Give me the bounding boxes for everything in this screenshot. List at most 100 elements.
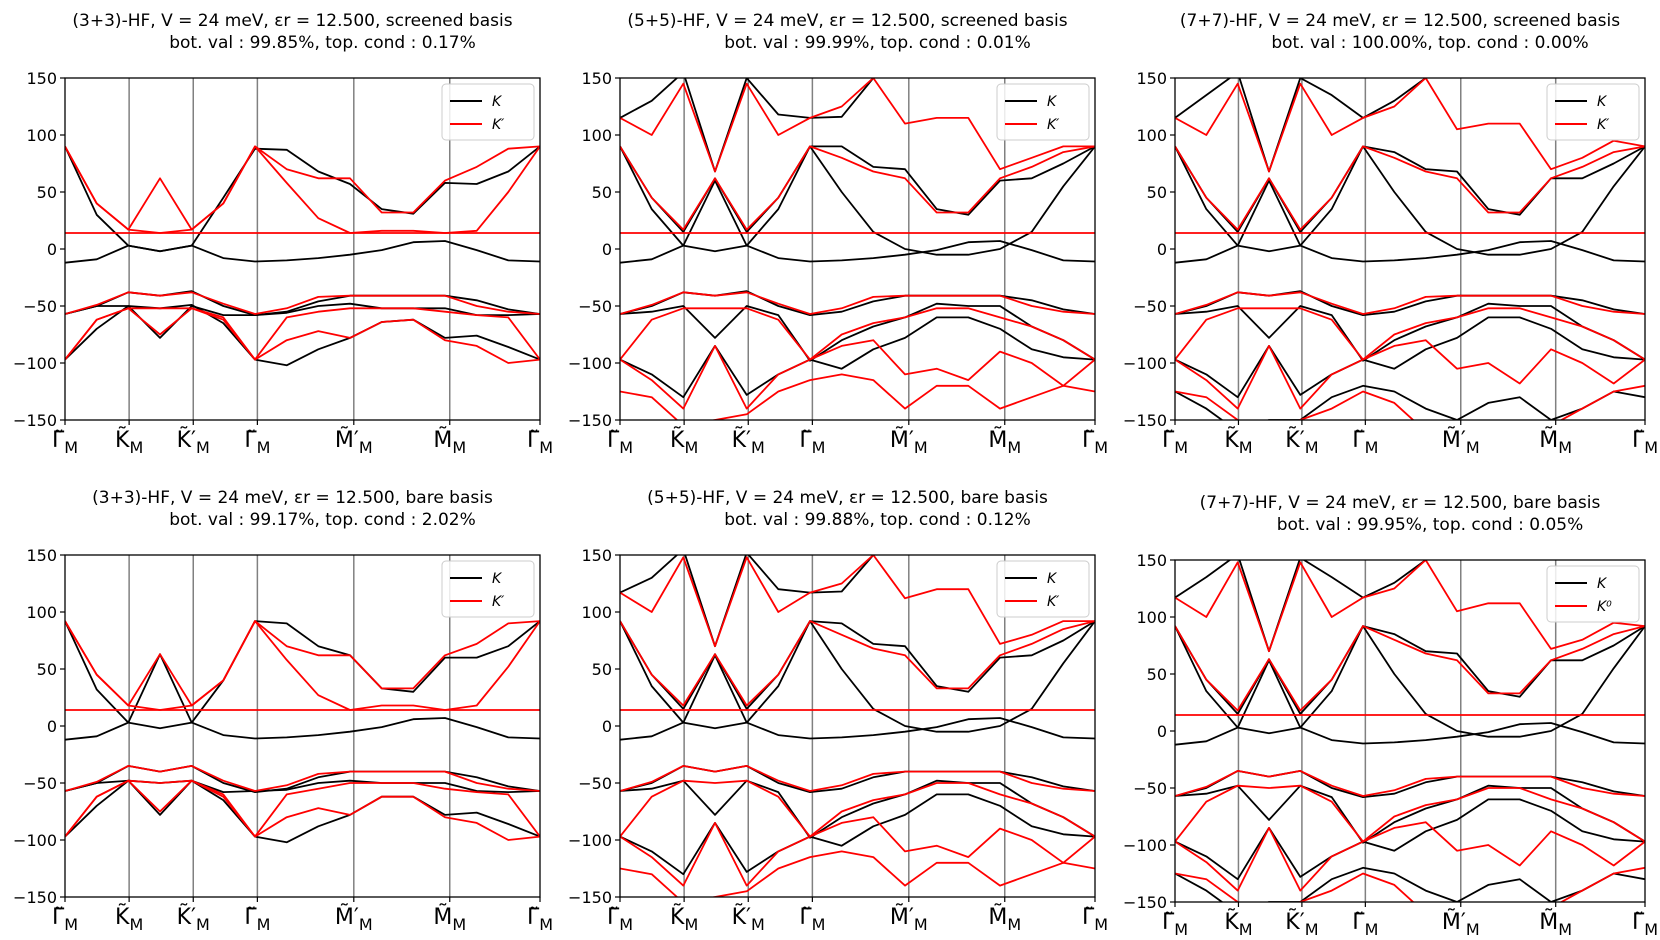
legend: K K′ — [441, 560, 535, 618]
y-tick-label: 50 — [37, 183, 57, 202]
band-K-5 — [1175, 784, 1645, 844]
y-tick-label: 100 — [1136, 608, 1167, 627]
legend-label: K′ — [492, 117, 505, 133]
panel-2: (5+5)-HF, V = 24 meV, εr = 12.500, scree… — [568, 11, 1108, 457]
x-tick-label: K̃M — [1224, 427, 1252, 457]
band-Kp-10 — [1175, 78, 1645, 173]
x-tick-label: Γ̃M — [799, 905, 825, 934]
y-tick-label: −100 — [568, 354, 612, 373]
panel-4: (3+3)-HF, V = 24 meV, εr = 12.500, bare … — [13, 488, 553, 934]
y-tick-label: 100 — [581, 603, 612, 622]
y-tick-label: −100 — [13, 354, 57, 373]
y-tick-label: 100 — [581, 126, 612, 145]
y-tick-label: −50 — [1133, 297, 1167, 316]
x-tick-label: Γ̃M — [1352, 910, 1378, 939]
x-tick-label: Γ̃M — [799, 428, 825, 457]
x-tick-label: K̃′M — [732, 904, 765, 934]
panel-6: (7+7)-HF, V = 24 meV, εr = 12.500, bare … — [1123, 493, 1658, 939]
x-tick-label: K̃M — [1224, 909, 1252, 939]
x-tick-label: Γ̃M — [52, 905, 78, 934]
y-tick-label: 50 — [592, 660, 612, 679]
y-tick-label: 50 — [37, 660, 57, 679]
x-tick-label: Γ̃M — [607, 428, 633, 457]
x-tick-label: M̃′M — [1442, 427, 1480, 457]
band-K-5 — [620, 302, 1095, 362]
panel-subtitle: bot. val : 99.17%, top. cond : 2.02% — [169, 510, 476, 530]
legend-label: K′ — [1047, 594, 1060, 610]
band-Kp-13 — [1175, 339, 1645, 410]
band-Kp-13 — [620, 816, 1095, 887]
y-tick-label: 150 — [26, 546, 57, 565]
x-tick-label: M̃M — [1539, 909, 1572, 939]
x-tick-label: Γ̃M — [527, 428, 553, 457]
band-K-0 — [1175, 560, 1429, 653]
y-tick-label: −50 — [578, 774, 612, 793]
legend: K K′ — [1546, 83, 1640, 141]
x-tick-label: K̃′M — [177, 427, 210, 457]
x-tick-label: M̃′M — [335, 427, 373, 457]
band-Kp-9 — [65, 779, 540, 838]
band-K-5 — [620, 779, 1095, 839]
panel-subtitle: bot. val : 99.85%, top. cond : 0.17% — [169, 33, 476, 53]
band-Kp-8 — [65, 291, 540, 315]
band-Kp-11 — [620, 291, 1095, 315]
band-Kp-7 — [620, 850, 1095, 897]
y-tick-label: −50 — [578, 297, 612, 316]
legend-label: K′ — [492, 594, 505, 610]
band-Kp-10 — [620, 555, 1095, 648]
band-K-2 — [1175, 145, 1645, 256]
legend-label: K — [1047, 94, 1058, 110]
x-tick-label: K̃′M — [1285, 427, 1318, 457]
y-tick-label: −100 — [1123, 354, 1167, 373]
band-K-1 — [620, 620, 1095, 724]
band-Kp-10 — [620, 78, 1095, 173]
band-K-6 — [1175, 798, 1645, 881]
panel-subtitle: bot. val : 99.95%, top. cond : 0.05% — [1277, 515, 1584, 535]
y-tick-label: 0 — [47, 240, 57, 259]
band-K-0 — [65, 145, 540, 253]
panel-1: (3+3)-HF, V = 24 meV, εr = 12.500, scree… — [13, 11, 553, 457]
band-Kp-12 — [1175, 784, 1645, 843]
y-tick-label: 150 — [1136, 551, 1167, 570]
band-K-5 — [1175, 302, 1645, 362]
x-tick-label: Γ̃M — [1162, 910, 1188, 939]
y-tick-label: −150 — [13, 411, 57, 430]
legend-label: K⁰ — [1597, 599, 1612, 615]
y-tick-label: 150 — [581, 546, 612, 565]
y-tick-label: 0 — [47, 717, 57, 736]
band-K-0 — [620, 555, 876, 648]
x-tick-label: Γ̃M — [52, 428, 78, 457]
x-tick-label: Γ̃M — [244, 428, 270, 457]
band-Kp-11 — [1175, 291, 1645, 315]
band-Kp-6 — [65, 145, 540, 231]
x-tick-label: M̃′M — [1442, 909, 1480, 939]
y-tick-label: 150 — [581, 69, 612, 88]
band-Kp-9 — [620, 620, 1095, 707]
band-Kp-10 — [1175, 560, 1645, 653]
y-tick-label: −100 — [1123, 836, 1167, 855]
x-tick-label: Γ̃M — [607, 905, 633, 934]
band-K-6 — [1175, 316, 1645, 399]
x-tick-label: M̃M — [1539, 427, 1572, 457]
y-tick-label: −50 — [1133, 779, 1167, 798]
band-Kp-7 — [65, 620, 540, 711]
band-K-7 — [1175, 866, 1645, 902]
legend: K K′ — [996, 560, 1090, 618]
band-Kp-9 — [620, 145, 1095, 231]
panel-subtitle: bot. val : 99.99%, top. cond : 0.01% — [724, 33, 1031, 53]
band-Kp-12 — [1175, 307, 1645, 361]
band-Kp-12 — [620, 779, 1095, 838]
band-K-3 — [65, 779, 540, 816]
y-tick-label: 0 — [1157, 722, 1167, 741]
band-K-3 — [620, 717, 1095, 741]
panel-5: (5+5)-HF, V = 24 meV, εr = 12.500, bare … — [568, 488, 1108, 934]
panel-3: (7+7)-HF, V = 24 meV, εr = 12.500, scree… — [1123, 11, 1658, 457]
x-tick-label: Γ̃M — [527, 905, 553, 934]
x-tick-label: Γ̃M — [1162, 428, 1188, 457]
x-tick-label: M̃′M — [890, 904, 928, 934]
y-tick-label: 100 — [26, 603, 57, 622]
legend: K K′ — [996, 83, 1090, 141]
x-tick-label: M̃′M — [335, 904, 373, 934]
y-tick-label: 100 — [1136, 126, 1167, 145]
